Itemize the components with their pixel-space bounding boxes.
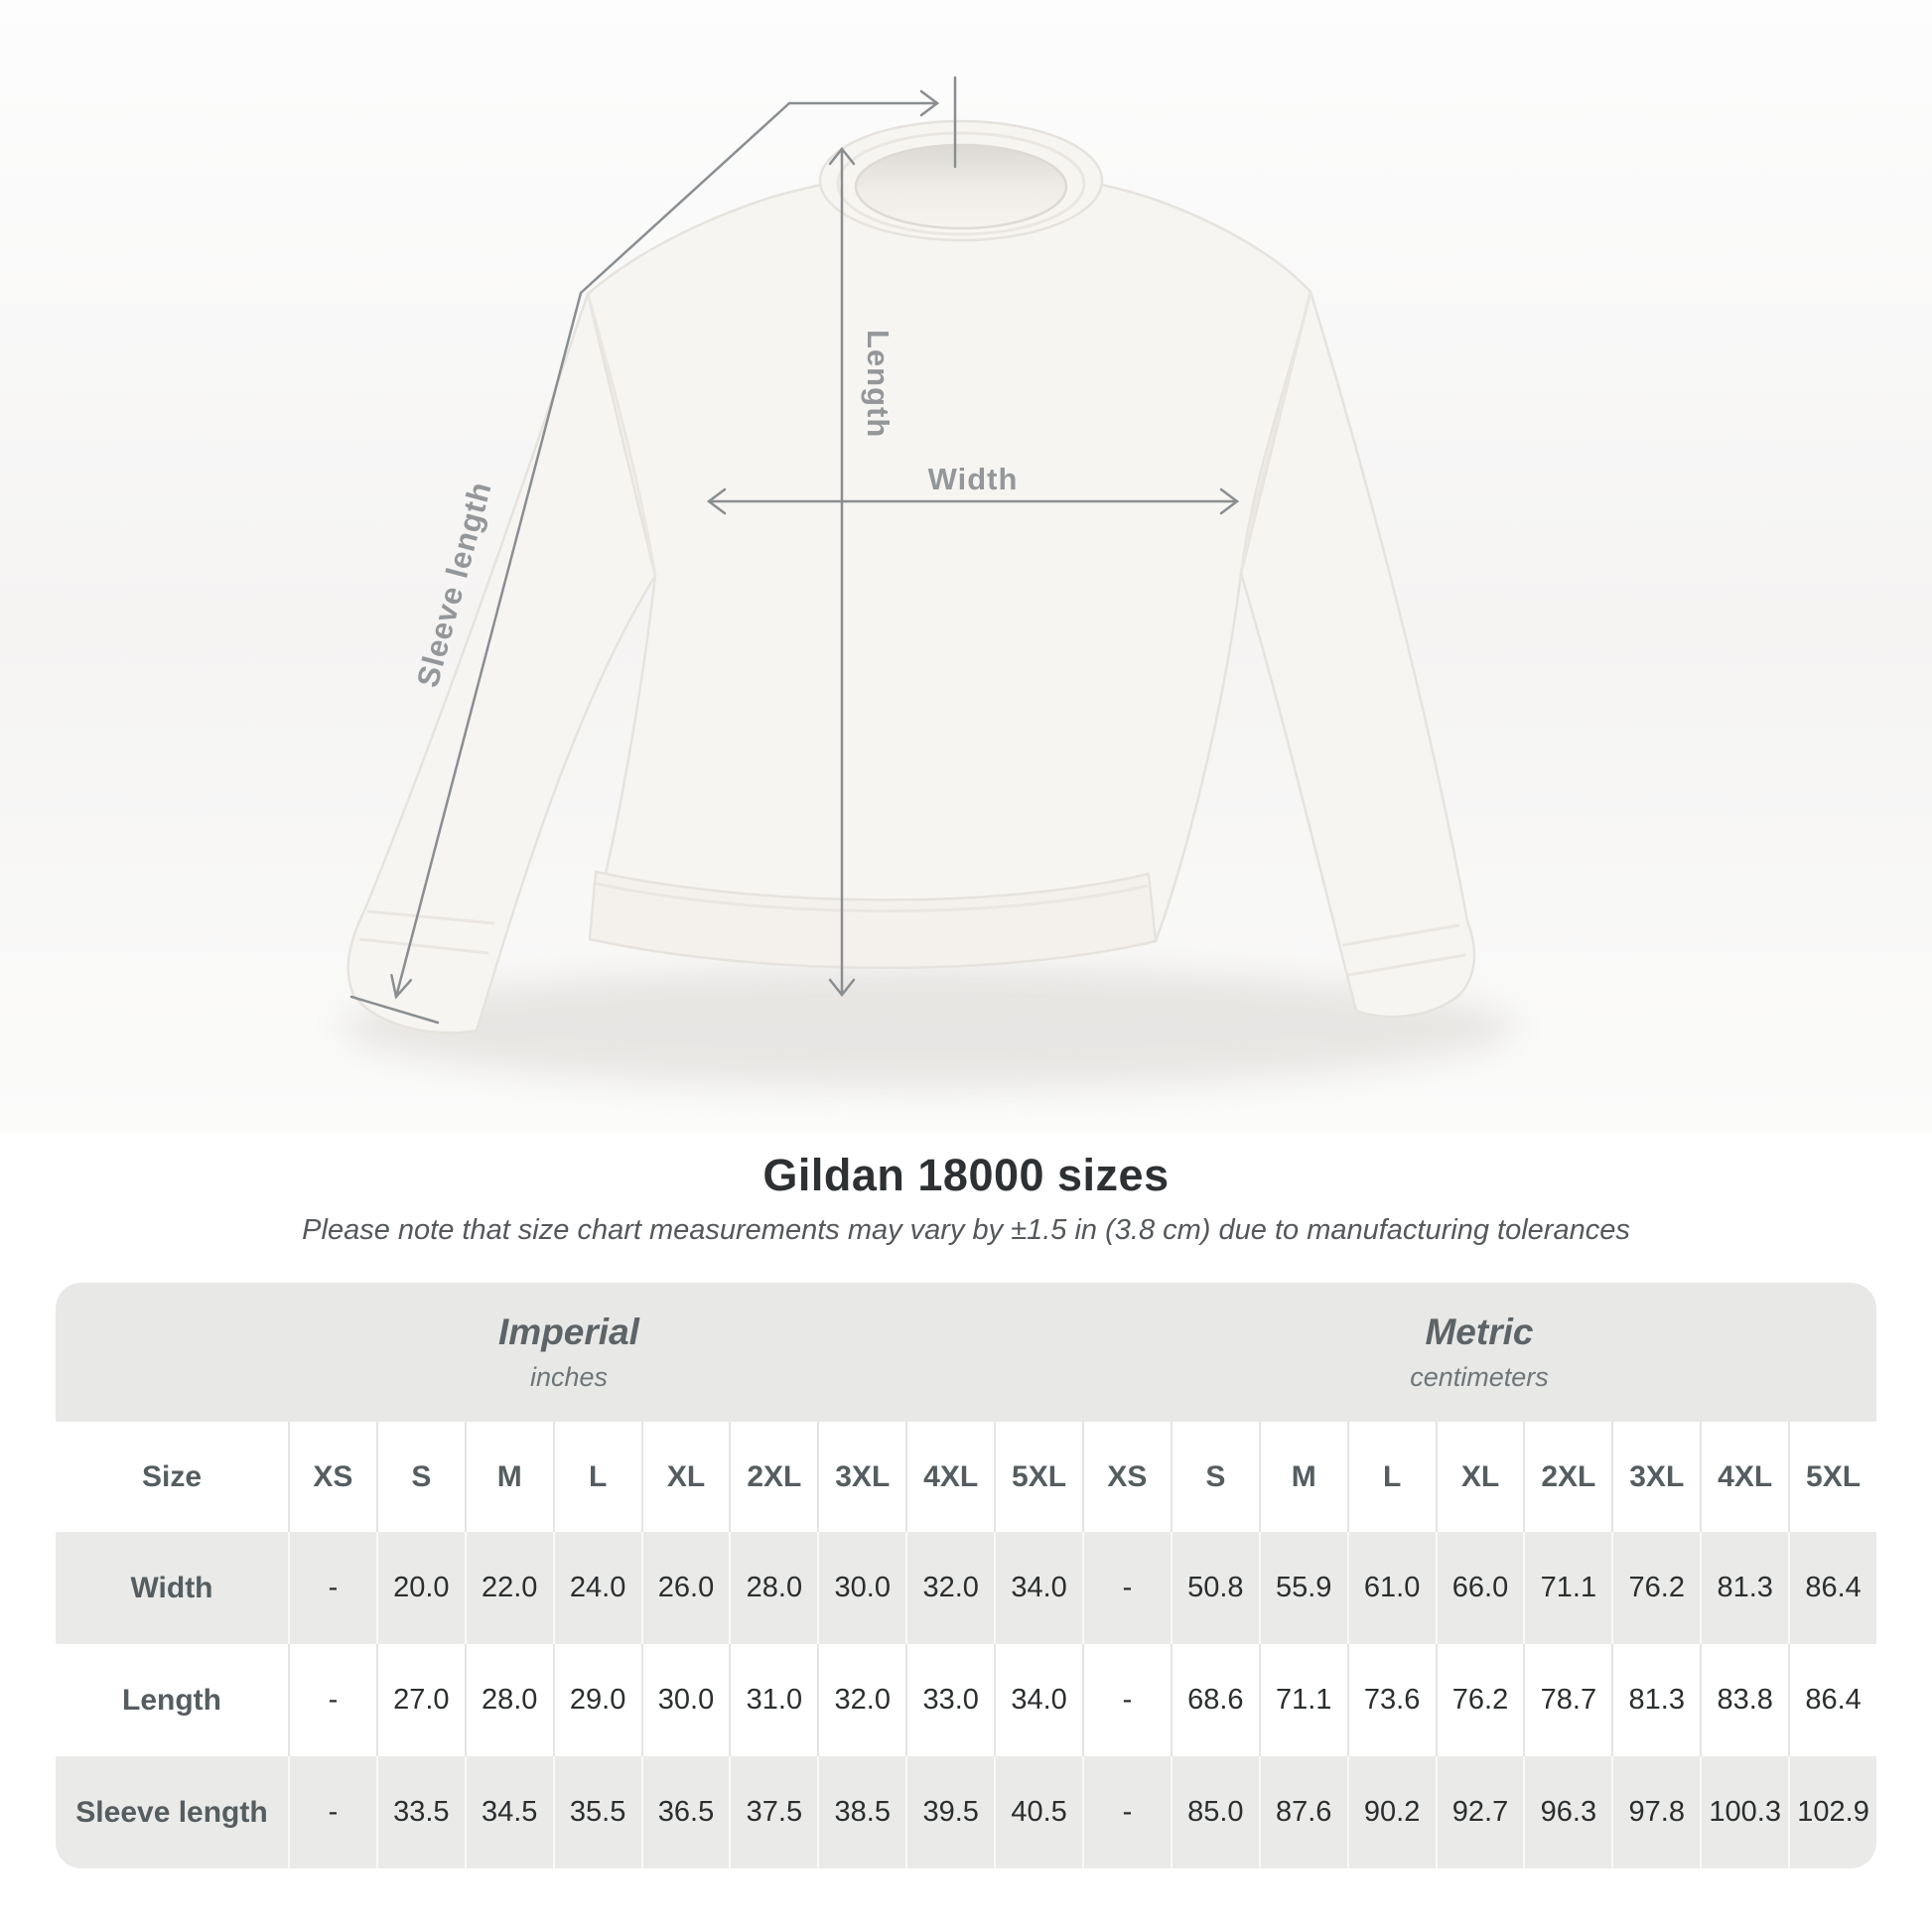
table-value-cell: 40.5 [994,1756,1082,1868]
table-value-cell: - [288,1756,376,1868]
table-value-cell: 32.0 [817,1644,906,1756]
garment-shadow [343,966,1514,1089]
table-value-cell: 30.0 [817,1532,906,1644]
table-value-cell: - [288,1532,376,1644]
size-header-metric-m: M [1258,1422,1347,1532]
table-value-cell: 36.5 [640,1756,730,1868]
unit-group-imperial: Imperial inches [56,1283,1082,1422]
table-value-cell: 22.0 [464,1532,553,1644]
sleeve-length-measure-line [349,75,957,1025]
size-header-imperial-5xl: 5XL [994,1422,1082,1532]
size-header-metric-xs: XS [1081,1422,1171,1532]
size-header-metric-l: L [1346,1422,1436,1532]
table-value-cell: 27.0 [375,1644,465,1756]
table-value-cell: 102.9 [1788,1756,1876,1868]
table-value-cell: 100.3 [1700,1756,1789,1868]
table-value-cell: 78.7 [1523,1644,1612,1756]
table-value-cell: 71.1 [1258,1644,1347,1756]
row-label: Length [56,1644,288,1756]
size-header-imperial-xs: XS [288,1422,376,1532]
size-header-metric-2xl: 2XL [1523,1422,1612,1532]
size-header-imperial-m: M [464,1422,553,1532]
size-header-metric-4xl: 4XL [1700,1422,1789,1532]
table-value-cell: 90.2 [1346,1756,1436,1868]
size-header-imperial-4xl: 4XL [905,1422,995,1532]
tolerance-note: Please note that size chart measurements… [302,1214,1630,1246]
metric-group-title: Metric [1425,1311,1534,1352]
size-header-metric-s: S [1170,1422,1259,1532]
table-value-cell: 55.9 [1258,1532,1347,1644]
table-value-cell: 71.1 [1523,1532,1612,1644]
table-value-cell: 32.0 [905,1532,995,1644]
row-label: Sleeve length [56,1756,288,1868]
table-value-cell: 86.4 [1788,1532,1876,1644]
width-label: Width [928,462,1019,496]
table-value-cell: 28.0 [729,1532,818,1644]
table-value-cell: 20.0 [375,1532,465,1644]
size-header-metric-xl: XL [1435,1422,1524,1532]
table-value-cell: 39.5 [905,1756,995,1868]
table-value-cell: 85.0 [1170,1756,1259,1868]
row-label: Width [56,1532,288,1644]
imperial-group-title: Imperial [498,1311,639,1352]
table-value-cell: - [288,1644,376,1756]
imperial-group-unit: inches [529,1362,609,1392]
size-header-imperial-2xl: 2XL [729,1422,818,1532]
table-value-cell: 31.0 [729,1644,818,1756]
size-chart-table: Imperial inches Metric centimeters Size X… [56,1283,1876,1868]
table-value-cell: 81.3 [1700,1532,1789,1644]
table-value-cell: 76.2 [1611,1532,1701,1644]
metric-group-unit: centimeters [1410,1362,1549,1392]
garment-seams [358,131,1466,977]
table-value-cell: 26.0 [640,1532,730,1644]
size-column-header: Size [56,1422,288,1532]
table-value-cell: 68.6 [1170,1644,1259,1756]
size-header-imperial-xl: XL [640,1422,730,1532]
table-value-cell: 34.5 [464,1756,553,1868]
table-value-cell: 50.8 [1170,1532,1259,1644]
table-value-cell: 24.0 [552,1532,641,1644]
size-header-imperial-l: L [552,1422,641,1532]
unit-group-metric: Metric centimeters [1081,1283,1876,1422]
table-value-cell: 76.2 [1435,1644,1524,1756]
size-header-metric-3xl: 3XL [1611,1422,1701,1532]
length-measure-line [828,146,856,998]
table-value-cell: 96.3 [1523,1756,1612,1868]
table-value-cell: 37.5 [729,1756,818,1868]
product-measurement-diagram: Length Width Sleeve length [0,0,1932,1132]
table-value-cell: 30.0 [640,1644,730,1756]
table-value-cell: 33.5 [375,1756,465,1868]
table-value-cell: 34.0 [994,1644,1082,1756]
table-value-cell: 35.5 [552,1756,641,1868]
size-header-imperial-3xl: 3XL [817,1422,906,1532]
table-value-cell: 28.0 [464,1644,553,1756]
table-value-cell: - [1081,1756,1171,1868]
width-measure-line [706,487,1240,515]
table-value-cell: 34.0 [994,1532,1082,1644]
table-value-cell: 33.0 [905,1644,995,1756]
table-value-cell: 73.6 [1346,1644,1436,1756]
table-value-cell: 38.5 [817,1756,906,1868]
sweatshirt-illustration: Length Width Sleeve length [0,0,1932,1132]
table-value-cell: 61.0 [1346,1532,1436,1644]
table-value-cell: 86.4 [1788,1644,1876,1756]
table-value-cell: 92.7 [1435,1756,1524,1868]
sweatshirt-body [346,119,1476,1035]
size-header-imperial-s: S [375,1422,465,1532]
page-title: Gildan 18000 sizes [762,1150,1170,1200]
table-value-cell: - [1081,1532,1171,1644]
table-value-cell: 29.0 [552,1644,641,1756]
size-header-metric-5xl: 5XL [1788,1422,1876,1532]
table-value-cell: 97.8 [1611,1756,1701,1868]
table-value-cell: 87.6 [1258,1756,1347,1868]
length-label: Length [861,330,896,438]
table-value-cell: 83.8 [1700,1644,1789,1756]
table-value-cell: - [1081,1644,1171,1756]
table-value-cell: 66.0 [1435,1532,1524,1644]
table-value-cell: 81.3 [1611,1644,1701,1756]
